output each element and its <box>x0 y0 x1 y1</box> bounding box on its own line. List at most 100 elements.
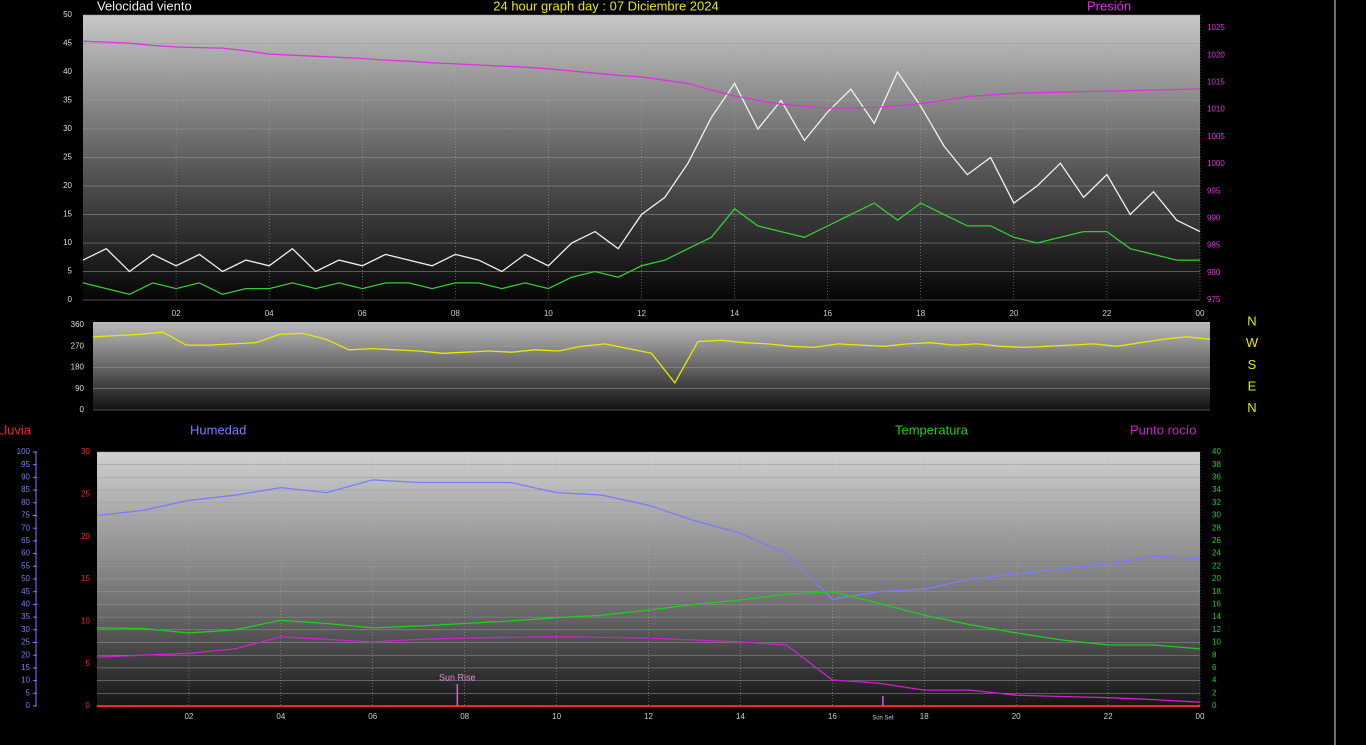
tick-label: 85 <box>21 485 30 494</box>
tick-label: 30 <box>21 625 30 634</box>
x-tick-label: 08 <box>460 712 469 721</box>
series-line <box>96 591 1201 650</box>
x-tick-label: 20 <box>1009 309 1018 318</box>
tick-label: 16 <box>1212 600 1221 609</box>
x-tick-label: 10 <box>544 309 553 318</box>
x-tick-label: 12 <box>637 309 646 318</box>
tick-label: 30 <box>81 447 90 456</box>
legend-label: Velocidad viento <box>97 0 192 13</box>
tick-label: 90 <box>21 473 30 482</box>
tick-label: 5 <box>26 688 31 697</box>
tick-label: 270 <box>71 341 85 350</box>
x-tick-label: 16 <box>828 712 837 721</box>
tick-label: 1020 <box>1207 50 1225 59</box>
tick-label: 990 <box>1207 214 1221 223</box>
tick-label: 70 <box>21 523 30 532</box>
tick-label: 20 <box>1212 574 1221 583</box>
tick-label: 0 <box>1212 701 1217 710</box>
x-tick-label: 18 <box>916 309 925 318</box>
series-line <box>82 70 1201 273</box>
series-line <box>82 202 1200 295</box>
tick-label: 6 <box>1212 663 1217 672</box>
tick-label: 38 <box>1212 460 1221 469</box>
legend-label: Presión <box>1087 0 1131 13</box>
tick-label: 32 <box>1212 498 1221 507</box>
direction-label: W <box>1246 335 1259 350</box>
legend-label: Lluvia <box>0 422 32 437</box>
tick-label: 65 <box>21 536 30 545</box>
tick-label: 5 <box>68 267 73 276</box>
tick-label: 45 <box>21 587 30 596</box>
tick-label: 25 <box>21 638 30 647</box>
tick-label: 8 <box>1212 650 1217 659</box>
tick-label: 12 <box>1212 625 1221 634</box>
x-tick-label: 22 <box>1102 309 1111 318</box>
tick-label: 0 <box>68 295 73 304</box>
x-tick-label: 02 <box>172 309 181 318</box>
tick-label: 20 <box>21 650 30 659</box>
tick-label: 22 <box>1212 561 1221 570</box>
tick-label: 15 <box>21 663 30 672</box>
x-tick-label: 18 <box>920 712 929 721</box>
tick-label: 995 <box>1207 186 1221 195</box>
tick-label: 10 <box>1212 638 1221 647</box>
x-tick-label: 00 <box>1196 309 1205 318</box>
direction-label: E <box>1248 379 1257 394</box>
tick-label: 20 <box>81 532 90 541</box>
tick-label: 1025 <box>1207 23 1225 32</box>
tick-label: 10 <box>81 616 90 625</box>
series-line <box>82 40 1201 109</box>
tick-label: 26 <box>1212 536 1221 545</box>
x-tick-label: 00 <box>1196 712 1205 721</box>
tick-label: 36 <box>1212 473 1221 482</box>
tick-label: 28 <box>1212 523 1221 532</box>
chart-title: 24 hour graph day : 07 Diciembre 2024 <box>493 0 718 13</box>
tick-label: 5 <box>86 659 91 668</box>
tick-label: 25 <box>63 153 72 162</box>
tick-label: 30 <box>63 124 72 133</box>
tick-label: 1015 <box>1207 78 1225 87</box>
series-line <box>96 479 1201 600</box>
tick-label: 15 <box>81 574 90 583</box>
x-tick-label: 08 <box>451 309 460 318</box>
tick-label: 360 <box>71 320 85 329</box>
annotation-label: Sun Set <box>872 716 894 722</box>
tick-label: 75 <box>21 511 30 520</box>
tick-label: 90 <box>75 384 84 393</box>
tick-label: 180 <box>71 363 85 372</box>
tick-label: 975 <box>1207 295 1221 304</box>
tick-label: 40 <box>21 600 30 609</box>
direction-label: S <box>1248 357 1257 372</box>
tick-label: 1005 <box>1207 132 1225 141</box>
tick-label: 55 <box>21 561 30 570</box>
tick-label: 1010 <box>1207 105 1225 114</box>
direction-label: N <box>1247 400 1256 415</box>
x-tick-label: 04 <box>276 712 285 721</box>
tick-label: 2 <box>1212 688 1217 697</box>
x-tick-label: 02 <box>184 712 193 721</box>
tick-label: 0 <box>80 405 85 414</box>
x-tick-label: 16 <box>823 309 832 318</box>
x-tick-label: 04 <box>265 309 274 318</box>
tick-label: 50 <box>63 10 72 19</box>
x-tick-label: 14 <box>736 712 745 721</box>
tick-label: 14 <box>1212 612 1221 621</box>
tick-label: 30 <box>1212 511 1221 520</box>
direction-label: N <box>1247 313 1256 328</box>
tick-label: 10 <box>21 676 30 685</box>
tick-label: 35 <box>63 96 72 105</box>
tick-label: 95 <box>21 460 30 469</box>
series-line <box>92 331 1211 384</box>
x-tick-label: 10 <box>552 712 561 721</box>
tick-label: 4 <box>1212 676 1217 685</box>
tick-label: 20 <box>63 181 72 190</box>
tick-label: 980 <box>1207 268 1221 277</box>
x-tick-label: 20 <box>1012 712 1021 721</box>
x-tick-label: 22 <box>1104 712 1113 721</box>
legend-label: Punto rocío <box>1130 422 1197 437</box>
x-tick-label: 06 <box>358 309 367 318</box>
tick-label: 80 <box>21 498 30 507</box>
tick-label: 35 <box>21 612 30 621</box>
tick-label: 40 <box>1212 447 1221 456</box>
plot-area <box>93 322 1210 410</box>
